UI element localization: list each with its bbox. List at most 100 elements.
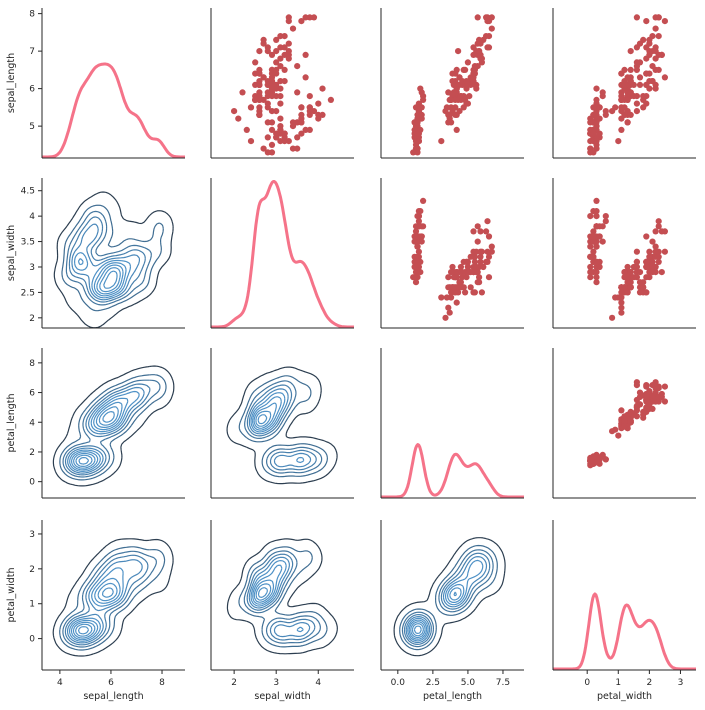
- scatter-point-sepal_length-sepal_width: [256, 104, 263, 111]
- scatter-point-sepal_length-sepal_width: [306, 93, 313, 100]
- kde-contour-petal_width-sepal_width-level-7: [252, 564, 283, 605]
- scatter-point-sepal_width-petal_width: [643, 263, 650, 271]
- scatter-point-sepal_width-petal_width: [649, 269, 656, 276]
- scatter-point-sepal_length-sepal_width: [264, 134, 271, 141]
- scatter-point-sepal_length-petal_width: [596, 104, 603, 111]
- kde-contour-petal_length-sepal_width-level-6: [250, 392, 305, 464]
- scatter-point-sepal_length-sepal_width: [285, 18, 292, 25]
- scatter-point-sepal_length-petal_length: [484, 14, 491, 21]
- scatter-point-petal_length-petal_width: [636, 389, 644, 396]
- scatter-point-sepal_length-petal_width: [627, 66, 634, 73]
- scatter-point-sepal_length-sepal_width: [289, 25, 297, 32]
- scatter-point-sepal_width-petal_length: [411, 238, 418, 245]
- scatter-point-sepal_length-sepal_width: [256, 93, 263, 100]
- marks-layer: [41, 14, 697, 671]
- kde-contour-petal_width-petal_length-level-2: [399, 544, 498, 651]
- scatter-point-sepal_length-petal_width: [658, 51, 665, 59]
- scatter-point-sepal_length-petal_width: [587, 115, 594, 122]
- scatter-point-sepal_length-sepal_width: [285, 40, 292, 47]
- scatter-point-sepal_length-petal_width: [615, 138, 622, 145]
- scatter-point-sepal_length-sepal_width: [281, 66, 288, 73]
- petal_length-x-tick-label: 5.0: [461, 678, 476, 688]
- kde-contour-petal_width-petal_length-level-3: [401, 549, 494, 648]
- kde-contour-petal_width-sepal_length-level-8: [72, 582, 118, 639]
- scatter-point-sepal_width-petal_width: [643, 233, 650, 240]
- scatter-point-sepal_width-petal_length: [484, 248, 491, 255]
- scatter-point-sepal_length-petal_width: [627, 111, 634, 118]
- scatter-point-sepal_length-petal_width: [593, 138, 600, 145]
- sepal_width-x-tick-label: 4: [315, 678, 321, 688]
- petal_length-density-curve: [380, 443, 525, 499]
- scatter-point-sepal_length-sepal_width: [277, 115, 284, 122]
- scatter-point-sepal_width-petal_length: [417, 208, 424, 215]
- scatter-point-sepal_length-petal_width: [646, 36, 653, 44]
- scatter-point-sepal_length-sepal_width: [294, 63, 301, 70]
- scatter-point-petal_length-petal_width: [618, 407, 625, 414]
- scatter-point-petal_length-petal_width: [621, 416, 628, 423]
- scatter-point-sepal_length-petal_width: [602, 108, 609, 115]
- scatter-point-sepal_width-petal_width: [590, 233, 597, 240]
- scatter-point-sepal_length-sepal_width: [268, 78, 276, 85]
- scatter-point-sepal_length-petal_width: [587, 138, 594, 145]
- kde-contour-petal_length-sepal_width-level-9: [255, 410, 272, 427]
- scatter-point-sepal_length-petal_length: [453, 66, 460, 73]
- scatter-point-sepal_width-petal_length: [449, 263, 456, 271]
- scatter-point-sepal_length-petal_length: [414, 115, 421, 122]
- scatter-point-sepal_width-petal_length: [453, 269, 460, 276]
- petal_width-x-tick-label: 1: [615, 678, 621, 688]
- scatter-point-sepal_length-petal_width: [596, 130, 603, 137]
- scatter-point-petal_length-petal_width: [655, 383, 662, 390]
- scatter-point-sepal_width-petal_width: [655, 253, 662, 260]
- scatter-point-sepal_length-sepal_width: [327, 96, 334, 103]
- scatter-point-sepal_width-petal_length: [477, 253, 484, 260]
- scatter-point-sepal_length-sepal_width: [277, 55, 284, 62]
- sepal_width-y-tick-label: 4: [29, 212, 35, 222]
- scatter-point-sepal_width-petal_length: [474, 238, 481, 245]
- scatter-point-sepal_length-petal_width: [621, 104, 628, 111]
- petal_width-y-tick-label: 2: [29, 565, 35, 575]
- scatter-point-sepal_length-petal_width: [590, 130, 597, 137]
- scatter-point-sepal_width-petal_length: [478, 289, 485, 296]
- scatter-point-sepal_length-sepal_width: [260, 74, 267, 81]
- scatter-point-sepal_width-petal_length: [412, 228, 420, 235]
- scatter-point-sepal_width-petal_width: [602, 213, 609, 220]
- scatter-point-sepal_width-petal_length: [462, 289, 469, 296]
- scatter-point-sepal_width-petal_width: [624, 289, 631, 296]
- scatter-point-petal_length-petal_width: [649, 392, 656, 399]
- scatter-point-sepal_width-petal_length: [417, 258, 424, 265]
- scatter-point-sepal_width-petal_length: [464, 263, 471, 271]
- kde-contour-sepal_width-sepal_length-level-1: [53, 191, 174, 329]
- scatter-point-sepal_length-sepal_width: [302, 74, 309, 81]
- scatter-point-sepal_width-petal_length: [457, 279, 464, 286]
- scatter-point-sepal_width-petal_width: [599, 238, 606, 245]
- scatter-point-sepal_length-petal_width: [618, 96, 625, 103]
- kde-contour-petal_length-sepal_width-level-5: [248, 388, 312, 468]
- scatter-point-sepal_length-petal_length: [456, 108, 463, 115]
- scatter-point-sepal_length-sepal_width: [315, 100, 322, 107]
- scatter-point-sepal_length-sepal_width: [273, 134, 280, 141]
- scatter-point-sepal_length-petal_length: [445, 89, 452, 96]
- scatter-point-sepal_length-petal_width: [633, 14, 641, 21]
- kde-contour-petal_width-sepal_length-level-5: [67, 559, 143, 644]
- scatter-point-sepal_width-petal_length: [418, 238, 425, 245]
- scatter-point-sepal_width-petal_width: [633, 274, 641, 281]
- scatter-point-sepal_width-petal_length: [471, 253, 478, 260]
- petal_length-y-tick-label: 8: [29, 359, 35, 369]
- scatter-point-sepal_length-sepal_width: [268, 51, 276, 59]
- kde-contour-petal_width-sepal_width-level-2: [238, 546, 328, 648]
- scatter-point-sepal_width-petal_width: [593, 197, 600, 204]
- sepal_width-x-axis-title: sepal_width: [254, 691, 310, 702]
- scatter-point-sepal_length-sepal_width: [268, 119, 276, 126]
- kde-contour-petal_length-sepal_length-level-5: [67, 386, 145, 474]
- petal_width-y-tick-label: 3: [29, 530, 35, 540]
- scatter-point-sepal_length-sepal_width: [277, 63, 284, 70]
- scatter-point-sepal_length-sepal_width: [285, 48, 292, 55]
- kde-contour-sepal_width-sepal_length-level-3: [65, 210, 152, 306]
- scatter-point-sepal_width-petal_length: [453, 299, 460, 306]
- scatter-point-sepal_length-sepal_width: [239, 89, 246, 96]
- scatter-point-sepal_length-sepal_width: [273, 59, 280, 66]
- kde-contour-petal_width-petal_length-level-8: [410, 587, 462, 639]
- scatter-point-sepal_length-petal_length: [488, 25, 495, 32]
- scatter-point-sepal_length-sepal_width: [260, 40, 267, 47]
- scatter-point-sepal_length-sepal_width: [256, 48, 263, 55]
